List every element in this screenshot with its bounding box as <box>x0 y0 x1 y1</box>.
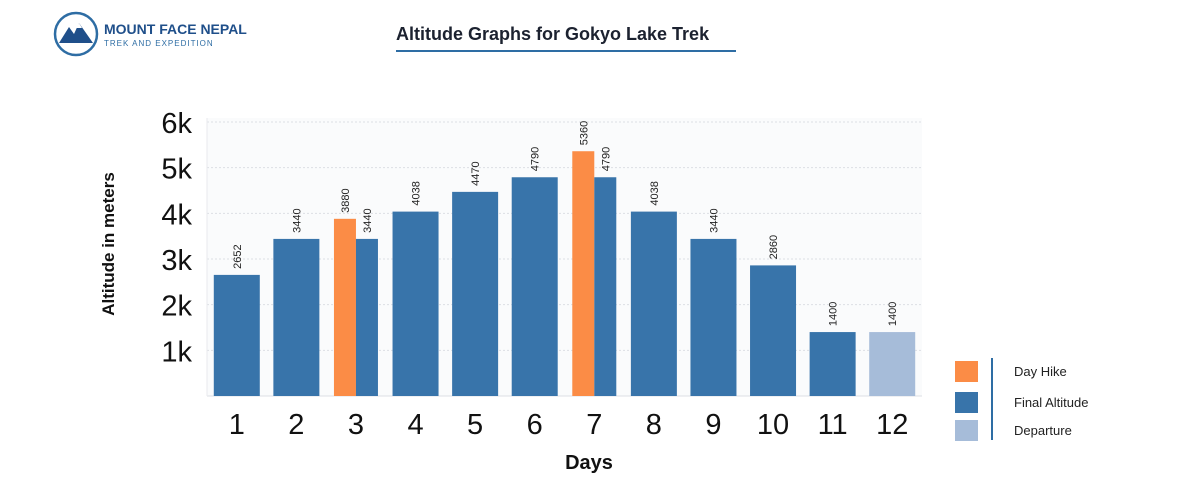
data-label: 4790 <box>600 147 612 171</box>
data-label: 1400 <box>887 302 899 326</box>
x-tick-label: 8 <box>646 409 662 441</box>
bar-final-altitude <box>690 238 737 396</box>
legend-label: Day Hike <box>1014 364 1067 379</box>
data-label: 4790 <box>530 147 542 171</box>
data-label: 2652 <box>232 244 244 268</box>
legend-swatch <box>955 361 978 382</box>
data-label: 4038 <box>649 181 661 205</box>
x-tick-label: 10 <box>757 409 789 441</box>
bar-final-altitude <box>392 211 439 396</box>
x-tick-label: 2 <box>288 409 304 441</box>
legend-label: Final Altitude <box>1014 395 1088 410</box>
y-tick-label: 4k <box>161 199 192 231</box>
data-label: 2860 <box>768 235 780 259</box>
y-axis-title: Altitude in meters <box>99 172 118 316</box>
x-tick-label: 9 <box>705 409 721 441</box>
chart-title: Altitude Graphs for Gokyo Lake Trek <box>396 24 710 44</box>
data-label: 5360 <box>578 121 590 145</box>
y-tick-label: 3k <box>161 245 192 277</box>
x-tick-label: 6 <box>527 409 543 441</box>
bar-final-altitude <box>273 238 320 396</box>
y-tick-label: 1k <box>161 336 192 368</box>
x-tick-label: 1 <box>229 409 245 441</box>
bar-final-altitude <box>750 265 797 396</box>
y-tick-label: 6k <box>161 108 192 140</box>
x-tick-label: 5 <box>467 409 483 441</box>
bar-final-altitude <box>355 238 378 396</box>
brand-name: MOUNT FACE NEPAL <box>104 21 247 37</box>
bar-final-altitude <box>213 274 260 396</box>
bar-final-altitude <box>594 177 617 396</box>
x-axis-title: Days <box>565 452 613 474</box>
x-tick-label: 7 <box>586 409 602 441</box>
bar-final-altitude <box>511 177 558 396</box>
data-label: 4038 <box>411 181 423 205</box>
mount-face-nepal-logo: MOUNT FACE NEPAL TREK AND EXPEDITION <box>53 11 247 57</box>
y-tick-label: 2k <box>161 291 192 323</box>
data-label: 3440 <box>362 208 374 232</box>
data-label: 3440 <box>708 208 720 232</box>
bar-final-altitude <box>452 191 499 396</box>
plot-area <box>207 118 922 396</box>
bar-final-altitude <box>630 211 677 396</box>
data-label: 3440 <box>291 208 303 232</box>
x-tick-label: 3 <box>348 409 364 441</box>
title-underline <box>396 50 736 52</box>
legend-swatch <box>955 420 978 441</box>
data-label: 1400 <box>828 302 840 326</box>
y-tick-label: 5k <box>161 154 192 186</box>
x-tick-label: 11 <box>818 409 848 441</box>
bar-departure <box>869 332 916 396</box>
bar-day-hike <box>572 151 595 396</box>
x-tick-label: 4 <box>407 409 423 441</box>
bar-final-altitude <box>809 332 856 396</box>
legend-swatch <box>955 392 978 413</box>
x-tick-label: 12 <box>876 409 908 441</box>
bar-day-hike <box>333 218 356 396</box>
data-label: 3880 <box>340 188 352 212</box>
data-label: 4470 <box>470 161 482 185</box>
legend-label: Departure <box>1014 423 1072 438</box>
brand-tagline: TREK AND EXPEDITION <box>104 39 214 48</box>
